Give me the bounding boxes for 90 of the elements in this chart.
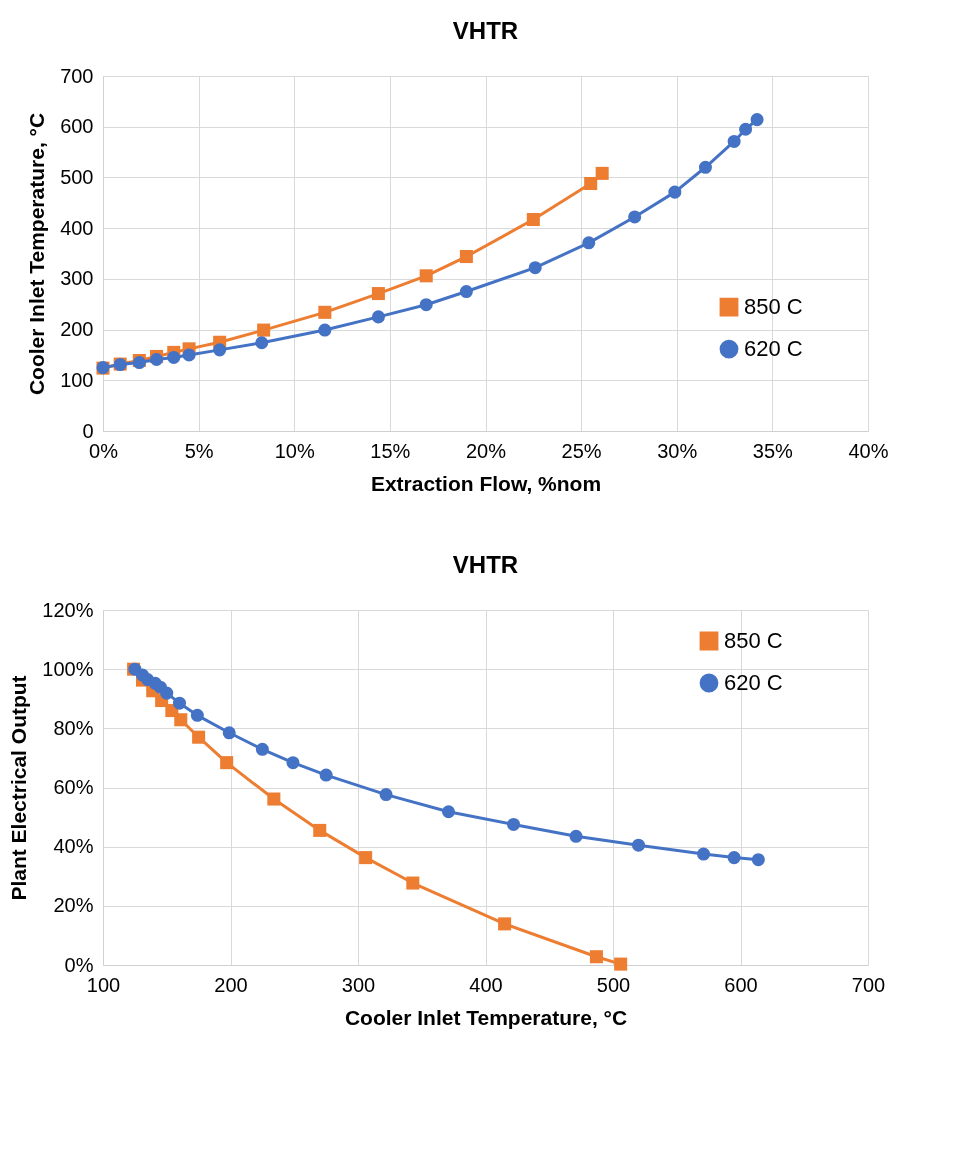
point [628,210,642,224]
point [526,213,540,227]
legend-label: 850 C [724,628,783,653]
legend-label: 620 C [724,670,783,695]
y-tick-label: 100% [42,657,94,680]
point [614,957,628,971]
point [668,185,682,199]
y-tick-label: 600 [60,115,94,138]
point [406,876,420,890]
point [584,177,598,191]
point [319,768,333,782]
point [286,756,300,770]
point [459,250,473,264]
point [213,343,227,357]
point [697,847,711,861]
point [750,113,764,127]
point [182,348,196,362]
point [313,823,327,837]
x-tick-label: 300 [341,973,376,996]
point [371,287,385,301]
y-tick-label: 120% [42,598,94,621]
legend-label: 850 C [744,294,803,320]
point [318,305,332,319]
y-tick-label: 700 [60,64,94,87]
y-tick-label: 500 [60,165,94,188]
point [727,851,741,865]
y-tick-label: 100 [60,368,94,391]
x-tick-label: 700 [851,973,886,996]
point [419,269,433,283]
y-tick-label: 40% [53,835,94,858]
point [255,336,269,350]
x-axis-title: Cooler Inlet Temperature, °C [344,1005,628,1029]
chart-title: VHTR [452,17,519,44]
x-tick-label: 0% [89,439,119,462]
point [498,917,512,931]
y-tick-label: 20% [53,894,94,917]
y-tick-label: 0% [64,953,94,976]
x-tick-label: 20% [465,439,507,462]
point [739,122,753,136]
point [190,708,204,722]
y-axis-title: Cooler Inlet Temperature, °C [25,112,49,396]
x-tick-label: 400 [469,973,503,996]
point [172,696,187,710]
point [727,134,741,148]
point [267,792,281,806]
point [222,726,236,740]
legend-label: 620 C [744,336,803,362]
y-axis-title: Plant Electrical Output [7,675,31,901]
x-axis-title: Extraction Flow, %nom [370,471,602,495]
point [459,285,473,299]
point [419,298,433,312]
point [220,756,234,770]
x-tick-label: 200 [214,973,248,996]
point [595,166,609,180]
y-tick-label: 400 [60,216,94,239]
point [528,261,542,275]
point [174,713,188,727]
y-tick-label: 60% [53,776,94,798]
x-tick-label: 30% [657,439,698,462]
x-tick-label: 40% [848,439,889,462]
point [589,950,603,964]
point [751,853,765,867]
y-tick-label: 300 [60,267,94,290]
point [318,323,332,337]
point [371,310,385,324]
x-tick-label: 100 [86,973,121,996]
x-tick-label: 10% [274,439,315,462]
point [167,350,181,364]
point [192,730,206,744]
point [359,851,373,865]
y-tick-label: 0 [82,419,94,442]
point [569,829,583,843]
point [698,160,712,174]
y-tick-label: 80% [53,716,94,739]
point [255,742,269,756]
x-tick-label: 5% [184,439,214,462]
point [379,788,393,802]
point [582,236,596,250]
point [257,323,271,337]
x-tick-label: 25% [561,439,602,462]
x-tick-label: 600 [724,973,758,996]
point [507,817,521,831]
point [631,838,646,852]
y-tick-label: 200 [60,318,94,341]
chart-title: VHTR [452,551,519,578]
point [160,686,174,700]
point [442,805,456,819]
x-tick-label: 500 [596,973,631,996]
x-tick-label: 35% [752,439,794,462]
x-tick-label: 15% [370,439,411,462]
